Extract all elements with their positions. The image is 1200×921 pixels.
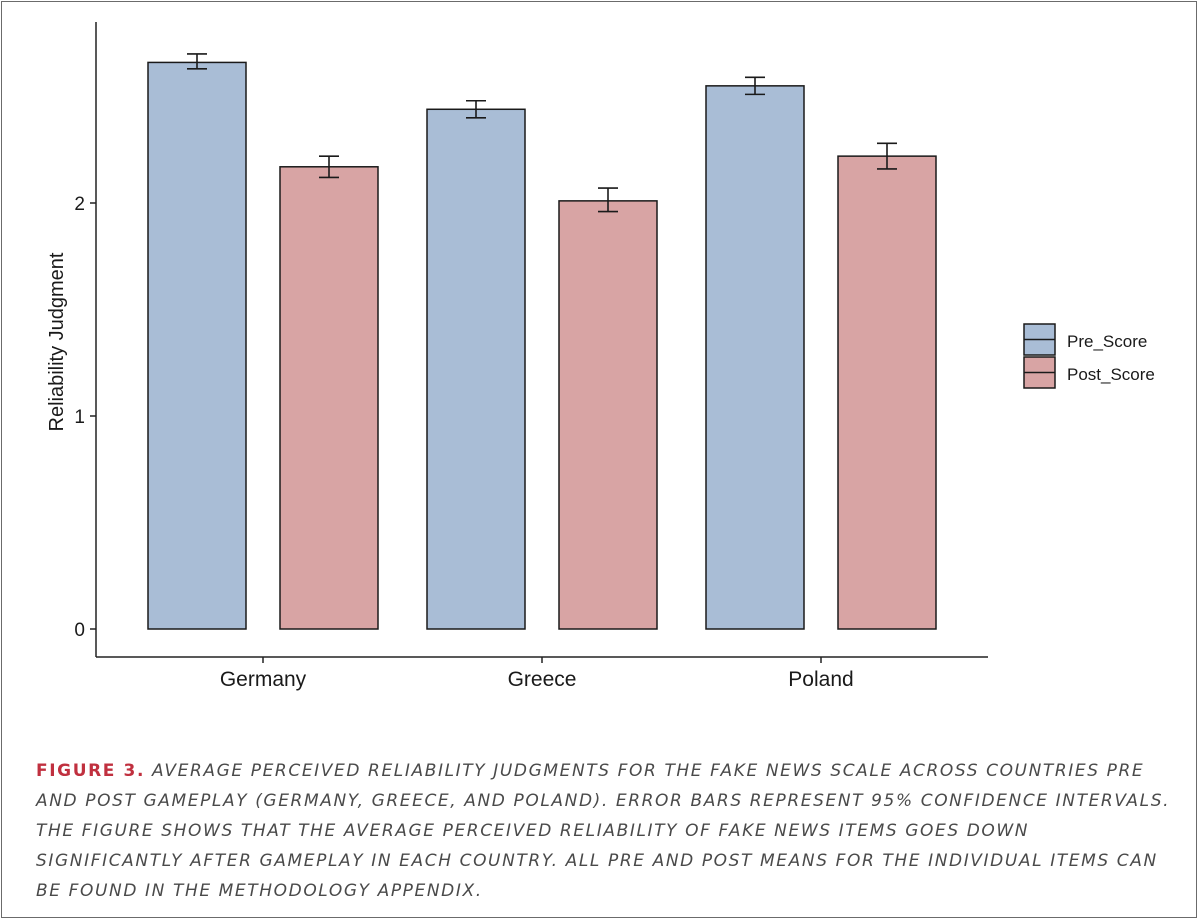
y-tick-label: 0: [74, 620, 85, 641]
figure-caption: FIGURE 3. AVERAGE PERCEIVED RELIABILITY …: [36, 756, 1176, 906]
legend-label: Post_Score: [1067, 365, 1155, 384]
y-tick-labels: 0 1 2: [74, 194, 96, 641]
figure-label: FIGURE 3.: [36, 761, 146, 781]
chart-legend: Pre_Score Post_Score: [1023, 323, 1155, 389]
x-tick-label: Poland: [788, 668, 853, 691]
bar-post-score-germany: [279, 166, 379, 630]
x-tick-labels: Germany Greece Poland: [220, 657, 854, 691]
y-tick-label: 1: [74, 407, 85, 428]
bar-pre-score-poland: [705, 85, 805, 630]
bar-post-score-poland: [837, 155, 937, 630]
y-axis-label: Reliability Judgment: [46, 252, 68, 431]
bar-pre-score-germany: [147, 61, 247, 630]
x-tick-label: Germany: [220, 668, 307, 691]
figure-caption-text: AVERAGE PERCEIVED RELIABILITY JUDGMENTS …: [36, 761, 1171, 901]
bar-post-score-greece: [558, 200, 658, 630]
y-tick-label: 2: [74, 194, 85, 215]
x-tick-label: Greece: [508, 668, 577, 691]
bar-pre-score-greece: [426, 108, 526, 630]
legend-label: Pre_Score: [1067, 332, 1147, 351]
chart-bars: [147, 61, 937, 630]
chart-error-bars: [187, 53, 897, 213]
